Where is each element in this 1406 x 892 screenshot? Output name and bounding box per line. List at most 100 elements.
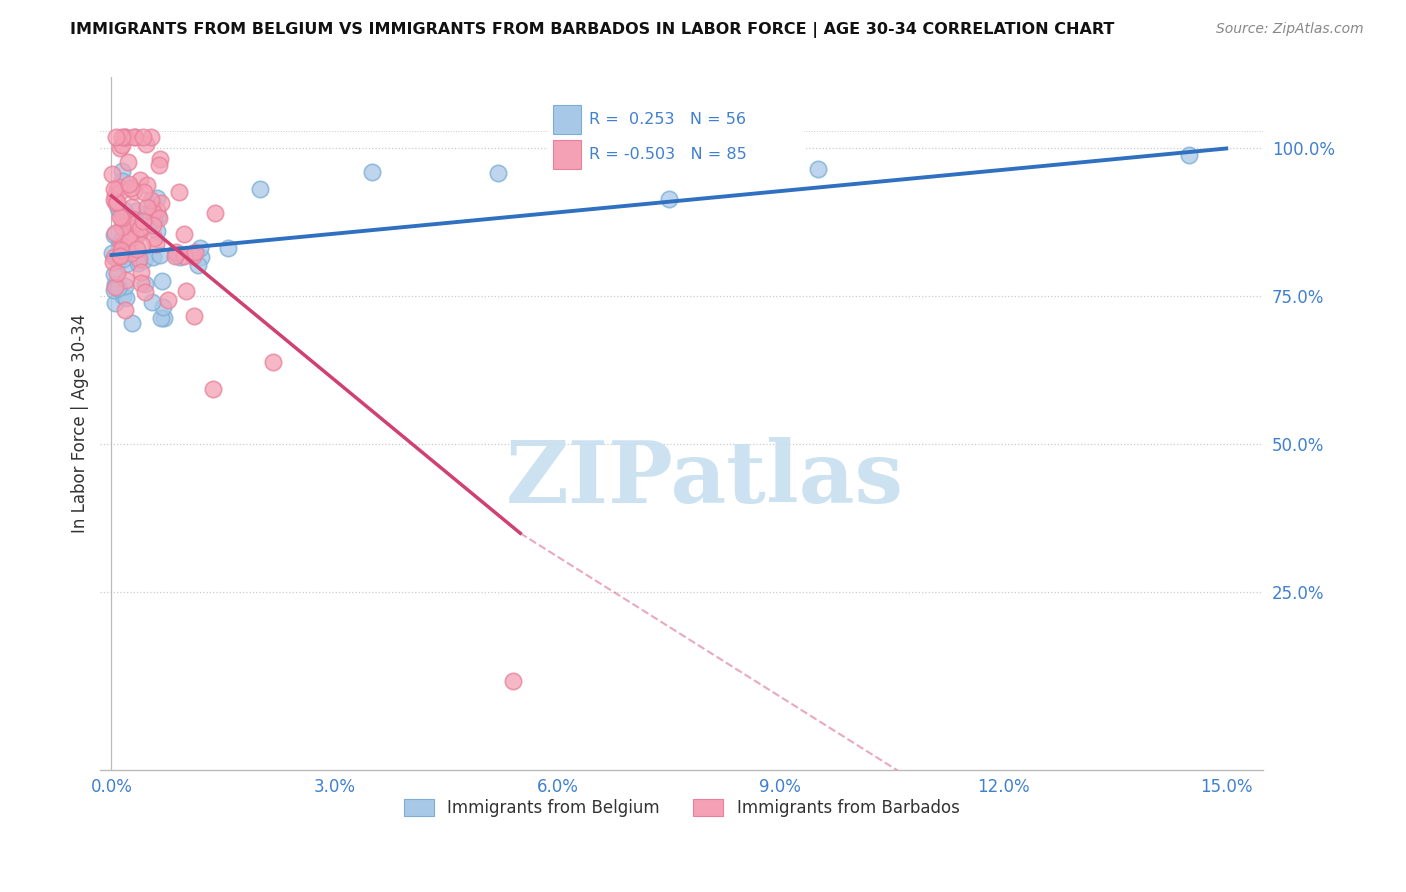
Point [135, 200, 157, 214]
Point [142, 213, 165, 227]
Point [148, 209, 170, 223]
Point [174, 284, 197, 298]
Point [502, 674, 524, 689]
Point [262, 355, 284, 369]
Point [146, 191, 169, 205]
Point [150, 195, 173, 210]
Point [201, 382, 224, 396]
Point [249, 182, 271, 196]
Point [150, 274, 173, 288]
Point [139, 204, 162, 219]
Point [110, 243, 132, 257]
Point [169, 250, 191, 264]
Point [806, 161, 828, 176]
Point [129, 172, 152, 186]
Point [104, 296, 127, 310]
Point [134, 277, 156, 291]
Point [114, 272, 136, 286]
Point [181, 249, 204, 263]
Point [110, 211, 132, 225]
Point [114, 303, 136, 318]
Point [108, 248, 131, 262]
Point [128, 252, 150, 267]
Point [360, 165, 382, 179]
Point [152, 300, 174, 314]
Point [112, 237, 135, 252]
Point [103, 250, 125, 264]
Point [114, 279, 136, 293]
Point [120, 246, 142, 260]
Point [135, 136, 157, 151]
Point [103, 228, 125, 243]
Point [131, 214, 153, 228]
Point [153, 310, 176, 325]
Point [111, 211, 134, 226]
Legend: Immigrants from Belgium, Immigrants from Barbados: Immigrants from Belgium, Immigrants from… [398, 792, 966, 824]
Point [111, 174, 134, 188]
Point [142, 218, 165, 232]
Point [105, 182, 128, 196]
Point [112, 203, 135, 218]
Point [101, 167, 124, 181]
Point [127, 256, 149, 270]
Point [111, 239, 134, 253]
Point [112, 289, 135, 303]
Point [125, 252, 148, 266]
Point [112, 240, 135, 254]
Point [110, 238, 132, 252]
Point [165, 245, 187, 260]
Point [103, 283, 125, 297]
Point [118, 232, 141, 246]
Point [111, 138, 134, 153]
Point [141, 295, 163, 310]
Point [134, 285, 156, 299]
Point [104, 188, 127, 202]
Point [124, 228, 146, 243]
Point [111, 129, 134, 144]
Point [145, 237, 167, 252]
Point [101, 245, 124, 260]
Point [112, 252, 135, 266]
Point [107, 280, 129, 294]
Point [173, 227, 195, 241]
Point [156, 293, 179, 307]
Point [142, 231, 165, 245]
Point [104, 227, 127, 241]
Point [173, 248, 195, 262]
Point [101, 254, 124, 268]
Point [122, 217, 145, 231]
Point [142, 204, 165, 219]
Point [148, 158, 170, 172]
Point [108, 185, 131, 199]
Point [486, 165, 509, 179]
Point [131, 129, 153, 144]
Point [107, 252, 129, 267]
Point [146, 203, 169, 218]
Point [111, 220, 134, 235]
Point [141, 129, 163, 144]
Point [108, 202, 131, 217]
Point [108, 249, 131, 263]
Text: ZIPatlas: ZIPatlas [506, 437, 904, 521]
Point [111, 164, 134, 178]
Point [184, 244, 207, 259]
Point [115, 211, 138, 226]
Point [105, 266, 128, 280]
Text: IMMIGRANTS FROM BELGIUM VS IMMIGRANTS FROM BARBADOS IN LABOR FORCE | AGE 30-34 C: IMMIGRANTS FROM BELGIUM VS IMMIGRANTS FR… [70, 22, 1115, 38]
Point [115, 257, 138, 271]
Point [131, 237, 153, 252]
Point [112, 214, 135, 228]
Point [128, 220, 150, 235]
Point [103, 194, 125, 208]
Point [204, 206, 226, 220]
Point [1178, 148, 1201, 162]
Point [117, 211, 139, 226]
Point [141, 193, 163, 207]
Point [120, 180, 142, 194]
Point [183, 309, 205, 323]
Point [115, 292, 138, 306]
Point [103, 182, 125, 196]
Point [149, 153, 172, 167]
Point [163, 249, 186, 263]
Point [107, 201, 129, 215]
